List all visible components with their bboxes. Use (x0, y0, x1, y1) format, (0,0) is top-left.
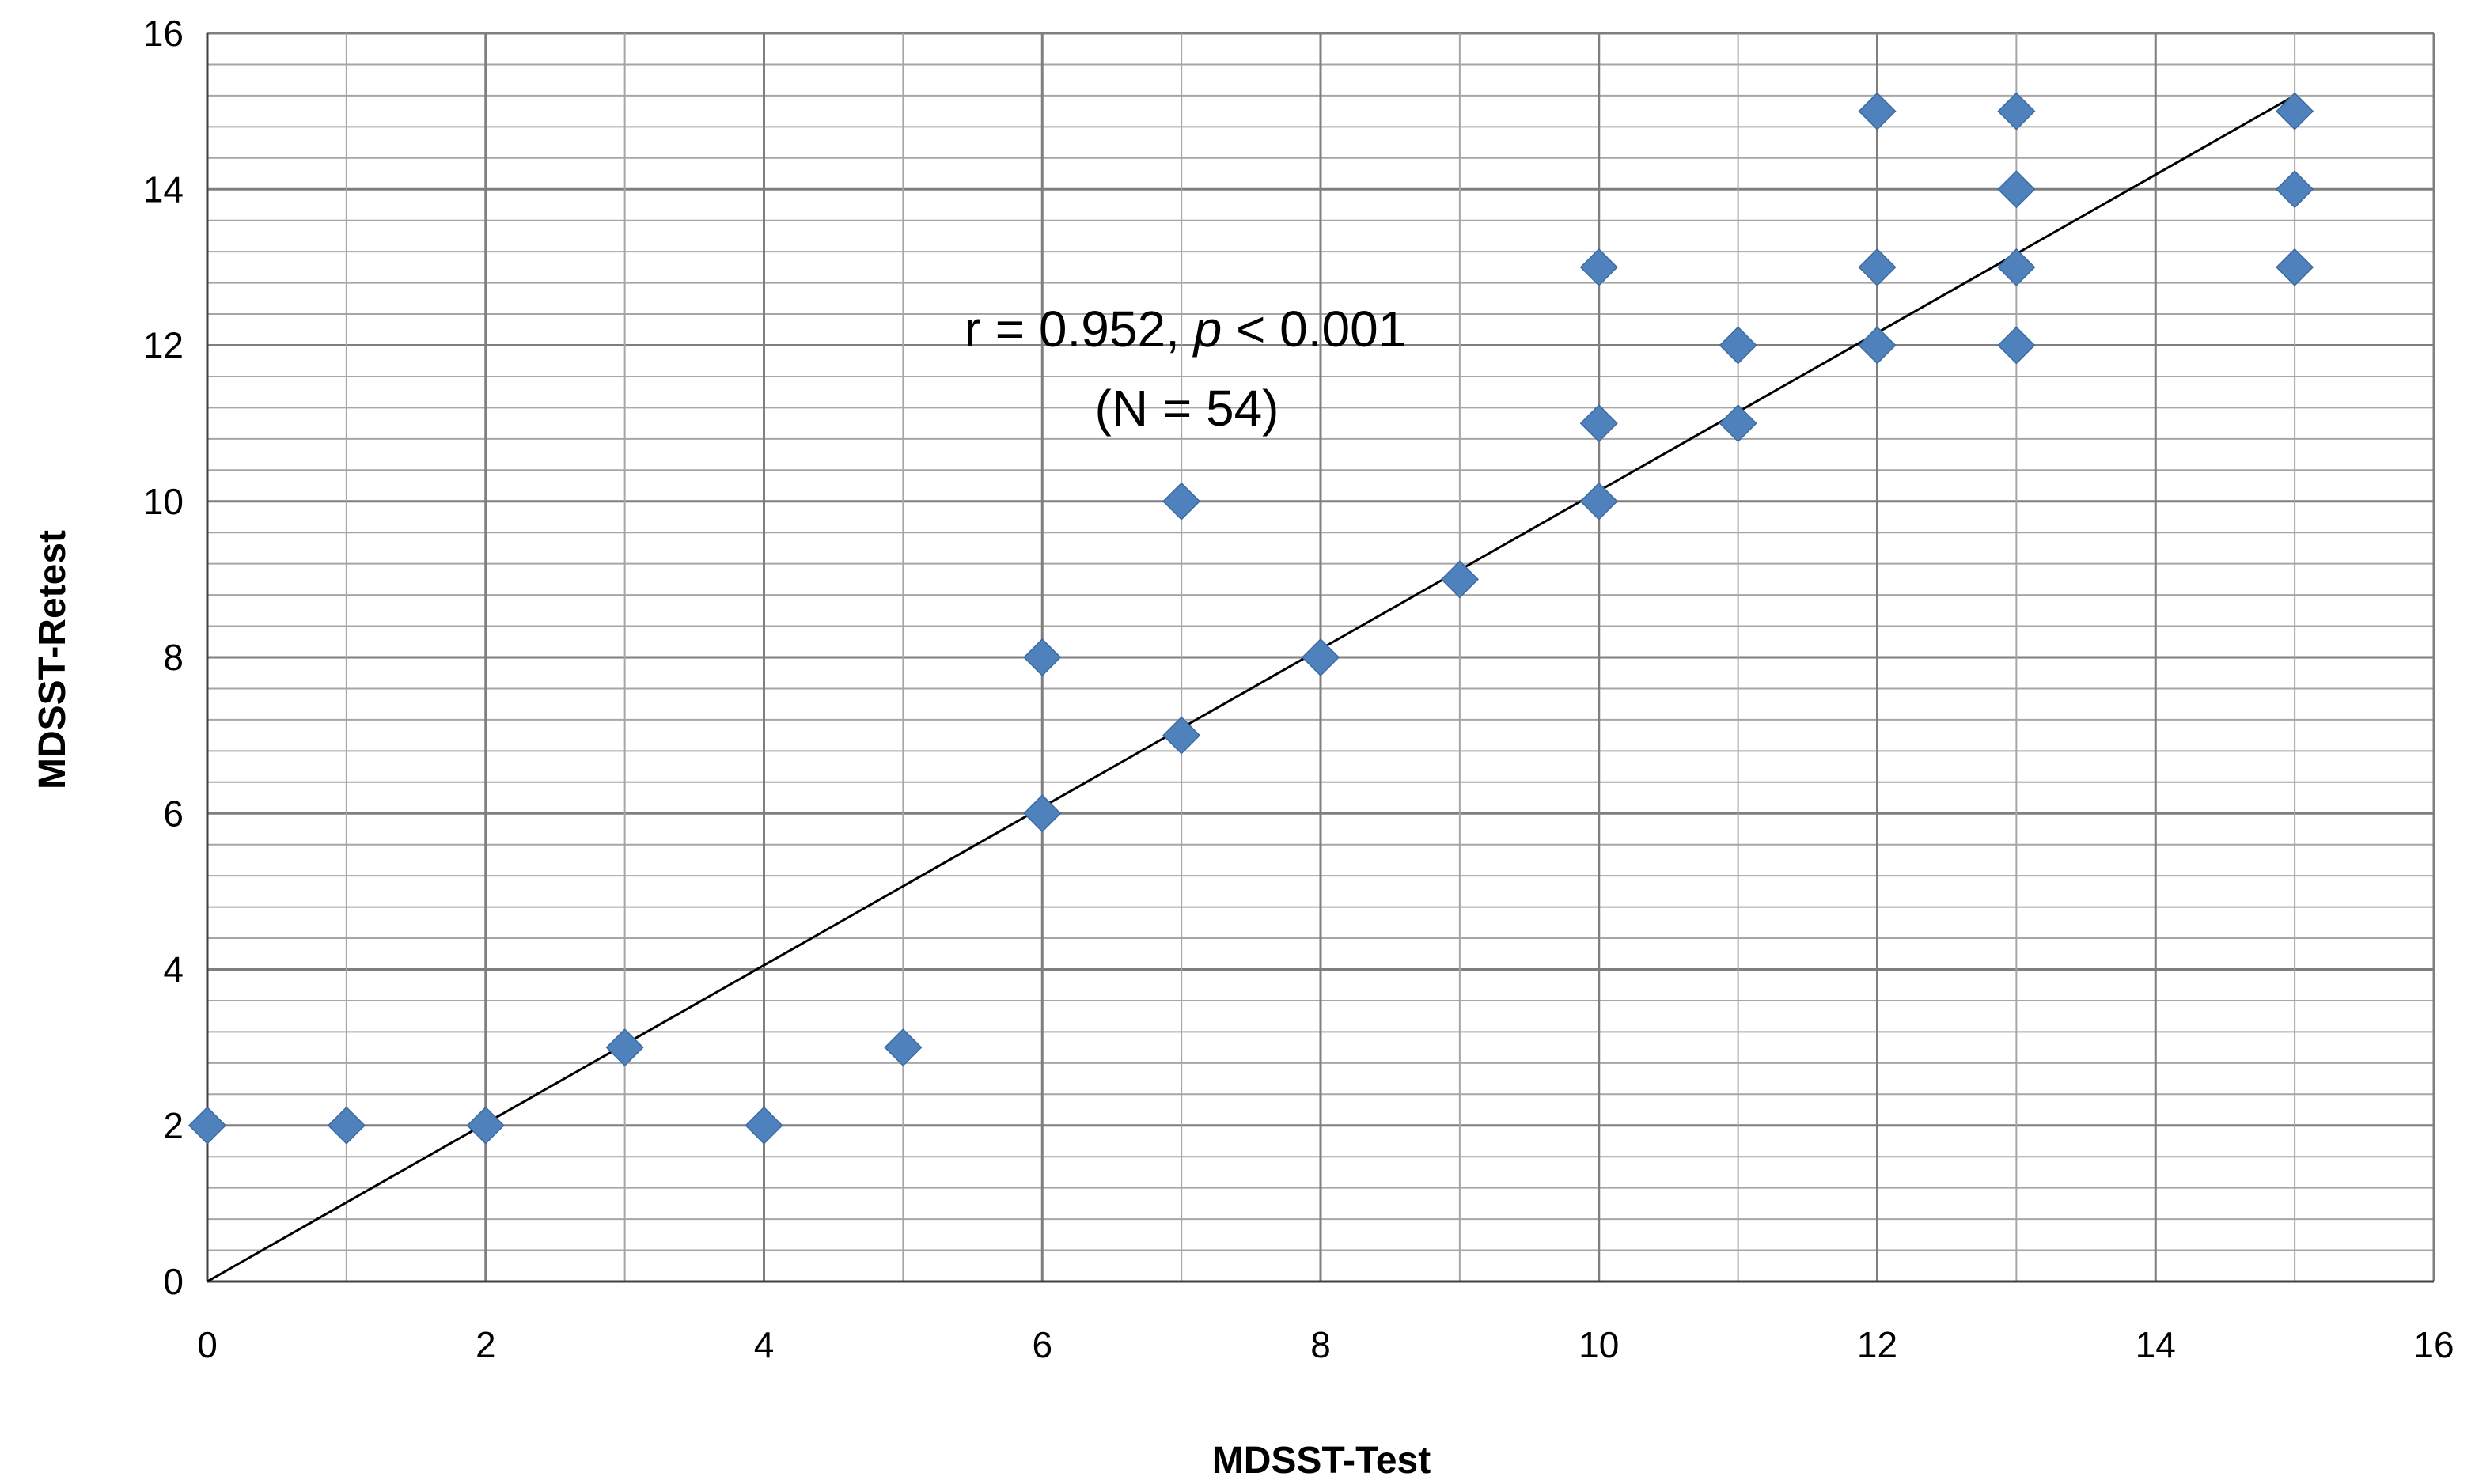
annotation-p-value: < 0.001 (1222, 301, 1406, 358)
y-tick-labels: 0 2 4 6 8 10 12 14 16 (143, 13, 184, 1302)
x-tick-label: 10 (1579, 1324, 1619, 1365)
data-point (1023, 638, 1062, 677)
y-axis-title: MDSST-Retest (32, 530, 74, 789)
data-point (1579, 248, 1618, 286)
y-tick-label: 2 (163, 1105, 184, 1146)
axes (206, 33, 2434, 1283)
y-tick-label: 8 (163, 637, 184, 678)
data-point (605, 1028, 644, 1067)
data-point (327, 1106, 366, 1145)
data-point (1719, 326, 1757, 365)
data-point (1858, 248, 1897, 286)
data-point (1997, 248, 2036, 286)
x-tick-label: 2 (476, 1324, 496, 1365)
data-point (2276, 248, 2314, 286)
data-point (1997, 326, 2036, 365)
data-point (1997, 92, 2036, 131)
data-point (1858, 92, 1897, 131)
grid (206, 32, 2435, 1283)
y-tick-label: 4 (163, 949, 184, 990)
data-points (188, 92, 2314, 1145)
y-tick-label: 10 (143, 481, 184, 522)
x-tick-label: 16 (2413, 1324, 2454, 1365)
data-point (1719, 404, 1757, 443)
x-tick-label: 8 (1310, 1324, 1331, 1365)
annotation-r: r = 0.952, (965, 301, 1194, 358)
data-point (466, 1106, 505, 1145)
x-tick-label: 14 (2136, 1324, 2176, 1365)
data-point (745, 1106, 783, 1145)
data-point (2276, 170, 2314, 209)
y-tick-label: 14 (143, 168, 184, 210)
data-point (884, 1028, 923, 1067)
data-point (1579, 404, 1618, 443)
data-point (1997, 170, 2036, 209)
trendline-layer (207, 94, 2295, 1283)
x-tick-label: 6 (1032, 1324, 1052, 1365)
data-point (1023, 794, 1062, 833)
data-point (1579, 482, 1618, 521)
data-point (2276, 92, 2314, 131)
data-point (188, 1106, 227, 1145)
y-tick-label: 16 (143, 13, 184, 54)
data-point (1162, 482, 1201, 521)
sample-size-annotation: (N = 54) (1095, 380, 1279, 437)
data-point (1162, 716, 1201, 755)
x-tick-labels: 0 2 4 6 8 10 12 14 16 (197, 1324, 2454, 1365)
x-tick-label: 4 (754, 1324, 775, 1365)
correlation-annotation: r = 0.952, p < 0.001 (965, 301, 1407, 358)
y-tick-label: 0 (163, 1261, 184, 1302)
trendline (207, 94, 2295, 1283)
y-tick-label: 6 (163, 793, 184, 834)
data-point (1440, 560, 1479, 599)
annotation-p: p (1192, 301, 1222, 358)
x-tick-label: 0 (197, 1324, 218, 1365)
x-axis-title: MDSST-Test (1212, 1440, 1431, 1482)
x-tick-label: 12 (1857, 1324, 1897, 1365)
y-tick-label: 12 (143, 325, 184, 366)
data-point (1858, 326, 1897, 365)
data-point (1301, 638, 1340, 677)
